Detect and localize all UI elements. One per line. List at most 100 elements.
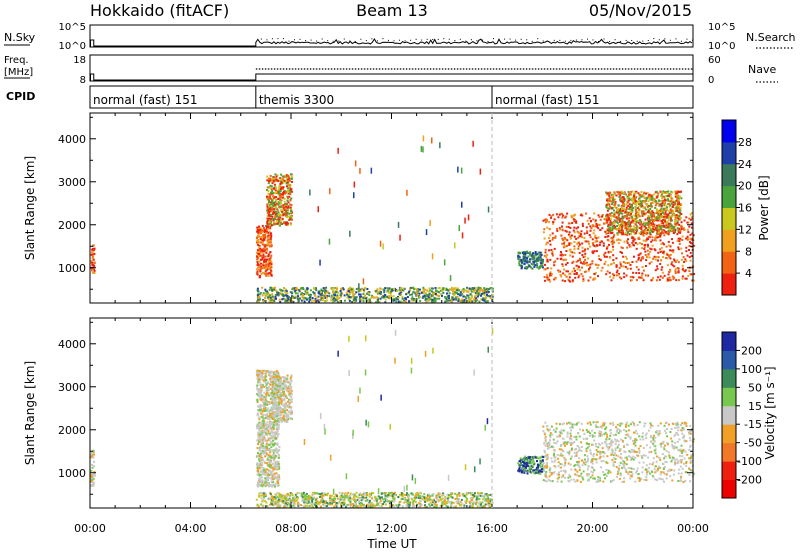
station-title: Hokkaido (fitACF) (90, 1, 229, 20)
data-pixel (265, 396, 267, 399)
data-pixel (270, 232, 272, 235)
colorbar-tick-label: 20 (738, 180, 752, 193)
data-pixel (262, 395, 265, 398)
cpid-mode-label: themis 3300 (259, 93, 334, 107)
data-pixel (262, 450, 264, 453)
data-pixel (634, 242, 637, 244)
data-pixel (619, 197, 622, 200)
data-pixel (271, 410, 274, 413)
data-pixel (643, 244, 646, 247)
data-streak (479, 168, 482, 175)
data-pixel (530, 262, 533, 265)
data-pixel (275, 424, 277, 427)
data-pixel (269, 269, 272, 272)
data-pixel (276, 372, 279, 375)
data-pixel (587, 279, 590, 282)
data-pixel (456, 296, 459, 298)
data-pixel (267, 226, 269, 228)
data-pixel (418, 295, 421, 298)
data-pixel (267, 182, 270, 185)
data-pixel (562, 214, 565, 217)
data-pixel (294, 295, 297, 298)
data-pixel (262, 423, 265, 426)
data-pixel (453, 294, 456, 297)
data-pixel (287, 381, 290, 384)
data-pixel (673, 258, 676, 261)
data-pixel (90, 253, 93, 256)
data-pixel (301, 296, 304, 299)
data-pixel (636, 216, 639, 219)
data-pixel (429, 296, 432, 299)
data-pixel (485, 296, 487, 299)
data-pixel (268, 230, 271, 233)
data-pixel (581, 254, 584, 256)
data-pixel (562, 242, 565, 245)
data-pixel (264, 270, 267, 273)
data-pixel (614, 212, 617, 215)
data-pixel (256, 466, 259, 469)
data-pixel (259, 270, 262, 273)
data-pixel (305, 289, 308, 292)
data-pixel (285, 203, 288, 206)
data-pixel (644, 254, 647, 256)
data-pixel (257, 260, 260, 263)
data-pixel (90, 456, 93, 459)
data-pixel (608, 199, 611, 202)
data-pixel (283, 398, 286, 401)
data-pixel (271, 473, 274, 476)
data-pixel (573, 226, 576, 229)
data-pixel (663, 234, 666, 237)
data-pixel (387, 296, 390, 299)
data-pixel (256, 427, 259, 430)
data-pixel (589, 245, 592, 248)
data-pixel (288, 388, 291, 391)
data-pixel (461, 289, 464, 292)
data-pixel (619, 239, 622, 242)
data-pixel (670, 209, 673, 211)
data-pixel (428, 292, 431, 295)
data-pixel (573, 241, 576, 243)
data-pixel (455, 296, 458, 299)
data-pixel (270, 371, 273, 374)
data-pixel (268, 195, 271, 198)
data-pixel (352, 289, 355, 292)
data-pixel (608, 271, 611, 274)
data-pixel (270, 446, 273, 449)
data-pixel (618, 195, 621, 198)
data-pixel (660, 243, 663, 245)
data-pixel (277, 294, 280, 297)
data-pixel (91, 252, 94, 255)
data-pixel (650, 214, 653, 216)
data-pixel (275, 447, 278, 450)
data-pixel (262, 484, 265, 486)
data-pixel (652, 257, 655, 260)
data-pixel (259, 398, 262, 401)
data-pixel (268, 474, 271, 476)
data-pixel (653, 225, 656, 228)
data-pixel (449, 288, 452, 291)
data-pixel (340, 295, 343, 298)
data-pixel (657, 219, 660, 222)
data-pixel (473, 298, 475, 301)
data-pixel (354, 299, 357, 302)
data-pixel (660, 222, 663, 225)
data-pixel (260, 232, 262, 235)
data-pixel (392, 295, 395, 298)
data-pixel (641, 229, 644, 232)
data-pixel (259, 369, 262, 372)
data-pixel (414, 287, 417, 290)
data-pixel (353, 293, 355, 296)
data-pixel (338, 296, 341, 299)
data-pixel (658, 211, 661, 214)
data-pixel (259, 461, 262, 464)
data-pixel (544, 221, 547, 224)
data-pixel (603, 263, 606, 265)
data-pixel (685, 237, 688, 240)
data-pixel (650, 219, 653, 222)
y-tick-label: 2000 (58, 219, 86, 232)
data-pixel (424, 298, 427, 301)
data-pixel (269, 257, 272, 260)
data-pixel (274, 463, 277, 466)
data-pixel (344, 299, 346, 302)
data-pixel (454, 292, 457, 295)
